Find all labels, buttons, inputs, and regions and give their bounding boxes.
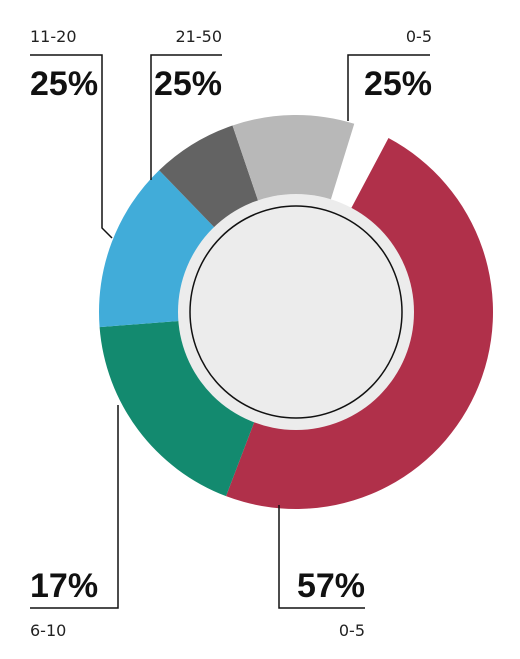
slice-category-label-21-50: 21-50 xyxy=(176,27,223,46)
slice-percent-label-6-10: 17% xyxy=(30,567,98,605)
slice-category-label-0-5-bottom: 0-5 xyxy=(339,621,365,640)
leader-line-0-5-bottom xyxy=(278,505,365,609)
leader-line-11-20 xyxy=(30,54,113,239)
slice-category-label-0-5-top: 0-5 xyxy=(406,27,432,46)
leader-line-21-50 xyxy=(150,54,222,180)
donut-center xyxy=(178,194,414,430)
donut-center-ring xyxy=(189,205,403,419)
pie-slice-11-20 xyxy=(159,125,259,229)
slice-category-label-6-10: 6-10 xyxy=(30,621,66,640)
slice-percent-label-0-5-bottom: 57% xyxy=(297,567,365,605)
pie-slice-6-10 xyxy=(98,170,216,328)
leader-line-6-10 xyxy=(30,405,119,609)
slice-category-label-11-20: 11-20 xyxy=(30,27,77,46)
donut-slices xyxy=(98,115,493,509)
slice-percent-label-21-50: 25% xyxy=(154,65,222,103)
pie-slice-21-50 xyxy=(232,115,355,203)
slice-percent-label-11-20: 25% xyxy=(30,65,98,103)
slice-percent-label-0-5-top: 25% xyxy=(364,65,432,103)
pie-slice-0-5-large xyxy=(226,138,493,509)
leader-line-0-5-top xyxy=(347,54,430,121)
pie-slice-0-5-green xyxy=(99,320,255,497)
